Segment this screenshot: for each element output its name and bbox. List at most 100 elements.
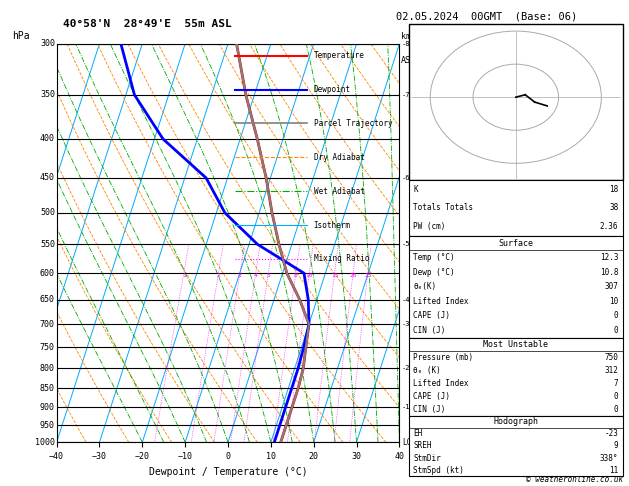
Text: 550: 550 bbox=[40, 240, 55, 249]
Text: Dry Adiabat: Dry Adiabat bbox=[314, 153, 365, 162]
Text: 500: 500 bbox=[40, 208, 55, 217]
Text: 650: 650 bbox=[40, 295, 55, 304]
Text: —: — bbox=[411, 270, 419, 277]
Text: Hodograph: Hodograph bbox=[493, 417, 538, 426]
Text: 10.8: 10.8 bbox=[600, 268, 618, 277]
Text: StmDir: StmDir bbox=[413, 453, 441, 463]
Text: 750: 750 bbox=[604, 353, 618, 362]
Text: CIN (J): CIN (J) bbox=[413, 326, 445, 335]
Text: -8: -8 bbox=[402, 41, 411, 47]
Text: 338°: 338° bbox=[600, 453, 618, 463]
Text: SREH: SREH bbox=[413, 441, 431, 451]
Text: 9: 9 bbox=[614, 441, 618, 451]
Text: —: — bbox=[411, 404, 419, 411]
Text: -1: -1 bbox=[402, 404, 411, 410]
Text: —: — bbox=[411, 439, 419, 446]
Text: Pressure (mb): Pressure (mb) bbox=[413, 353, 474, 362]
Text: 8: 8 bbox=[294, 273, 298, 278]
Text: LCL: LCL bbox=[402, 438, 416, 447]
Text: Parcel Trajectory: Parcel Trajectory bbox=[314, 119, 392, 128]
Text: Surface: Surface bbox=[498, 239, 533, 247]
Text: 307: 307 bbox=[604, 282, 618, 291]
Text: 1000: 1000 bbox=[35, 438, 55, 447]
Text: 0: 0 bbox=[614, 404, 618, 414]
Text: 02.05.2024  00GMT  (Base: 06): 02.05.2024 00GMT (Base: 06) bbox=[396, 12, 577, 22]
Text: 400: 400 bbox=[40, 135, 55, 143]
Text: 0: 0 bbox=[614, 392, 618, 400]
Text: kt: kt bbox=[412, 29, 422, 38]
Text: 15: 15 bbox=[331, 273, 338, 278]
Text: —: — bbox=[411, 40, 419, 47]
Text: -5: -5 bbox=[402, 242, 411, 247]
Text: CAPE (J): CAPE (J) bbox=[413, 392, 450, 400]
Text: Dewp (°C): Dewp (°C) bbox=[413, 268, 455, 277]
Text: CIN (J): CIN (J) bbox=[413, 404, 445, 414]
Text: EH: EH bbox=[413, 429, 423, 438]
Text: 350: 350 bbox=[40, 90, 55, 99]
Text: 2: 2 bbox=[216, 273, 220, 278]
Text: Dewpoint: Dewpoint bbox=[314, 85, 351, 94]
Text: Lifted Index: Lifted Index bbox=[413, 297, 469, 306]
Text: 38: 38 bbox=[609, 203, 618, 212]
Text: 2.36: 2.36 bbox=[600, 222, 618, 231]
Text: Most Unstable: Most Unstable bbox=[483, 340, 548, 349]
Text: 12.3: 12.3 bbox=[600, 253, 618, 262]
Text: θₑ(K): θₑ(K) bbox=[413, 282, 437, 291]
Text: Temp (°C): Temp (°C) bbox=[413, 253, 455, 262]
Text: —: — bbox=[411, 209, 419, 216]
Text: ■: ■ bbox=[545, 104, 549, 108]
Text: -2: -2 bbox=[402, 365, 411, 371]
Text: 25: 25 bbox=[364, 273, 372, 278]
Text: 10: 10 bbox=[609, 297, 618, 306]
Text: 10: 10 bbox=[306, 273, 313, 278]
Text: -6: -6 bbox=[402, 175, 411, 181]
Text: 950: 950 bbox=[40, 421, 55, 430]
Text: StmSpd (kt): StmSpd (kt) bbox=[413, 466, 464, 475]
Text: —: — bbox=[411, 135, 419, 142]
Text: 40°58'N  28°49'E  55m ASL: 40°58'N 28°49'E 55m ASL bbox=[63, 19, 231, 29]
X-axis label: Dewpoint / Temperature (°C): Dewpoint / Temperature (°C) bbox=[148, 467, 308, 477]
Text: CAPE (J): CAPE (J) bbox=[413, 312, 450, 320]
Text: 850: 850 bbox=[40, 384, 55, 393]
Text: 450: 450 bbox=[40, 174, 55, 182]
Text: -3: -3 bbox=[402, 321, 411, 327]
Text: 7: 7 bbox=[614, 379, 618, 388]
Text: Mixing Ratio: Mixing Ratio bbox=[314, 255, 369, 263]
Text: 900: 900 bbox=[40, 403, 55, 412]
Text: Wet Adiabat: Wet Adiabat bbox=[314, 187, 365, 196]
Text: K: K bbox=[413, 185, 418, 193]
Text: ASL: ASL bbox=[401, 56, 416, 65]
Text: 312: 312 bbox=[604, 365, 618, 375]
Text: 5: 5 bbox=[267, 273, 270, 278]
Text: km: km bbox=[401, 32, 411, 41]
Text: —: — bbox=[411, 365, 419, 372]
Text: -4: -4 bbox=[402, 296, 411, 303]
Text: 0: 0 bbox=[614, 312, 618, 320]
Text: 800: 800 bbox=[40, 364, 55, 373]
Text: —: — bbox=[411, 385, 419, 392]
Text: 300: 300 bbox=[40, 39, 55, 48]
Text: 700: 700 bbox=[40, 320, 55, 329]
Text: PW (cm): PW (cm) bbox=[413, 222, 445, 231]
Text: Totals Totals: Totals Totals bbox=[413, 203, 474, 212]
Text: 600: 600 bbox=[40, 269, 55, 278]
Text: hPa: hPa bbox=[13, 31, 30, 41]
Text: Mixing Ratio (g/kg): Mixing Ratio (g/kg) bbox=[425, 195, 434, 291]
Text: Isotherm: Isotherm bbox=[314, 221, 351, 229]
Text: 750: 750 bbox=[40, 343, 55, 351]
Text: 0: 0 bbox=[614, 326, 618, 335]
Text: 11: 11 bbox=[609, 466, 618, 475]
Text: Lifted Index: Lifted Index bbox=[413, 379, 469, 388]
Text: 3: 3 bbox=[238, 273, 242, 278]
Text: 20: 20 bbox=[349, 273, 357, 278]
Text: 1: 1 bbox=[182, 273, 186, 278]
Text: © weatheronline.co.uk: © weatheronline.co.uk bbox=[526, 474, 623, 484]
Text: —: — bbox=[411, 321, 419, 328]
Text: —: — bbox=[411, 422, 419, 429]
Text: θₑ (K): θₑ (K) bbox=[413, 365, 441, 375]
Text: -7: -7 bbox=[402, 92, 411, 98]
Text: 4: 4 bbox=[254, 273, 258, 278]
Text: Temperature: Temperature bbox=[314, 51, 365, 60]
Text: -23: -23 bbox=[604, 429, 618, 438]
Text: 18: 18 bbox=[609, 185, 618, 193]
